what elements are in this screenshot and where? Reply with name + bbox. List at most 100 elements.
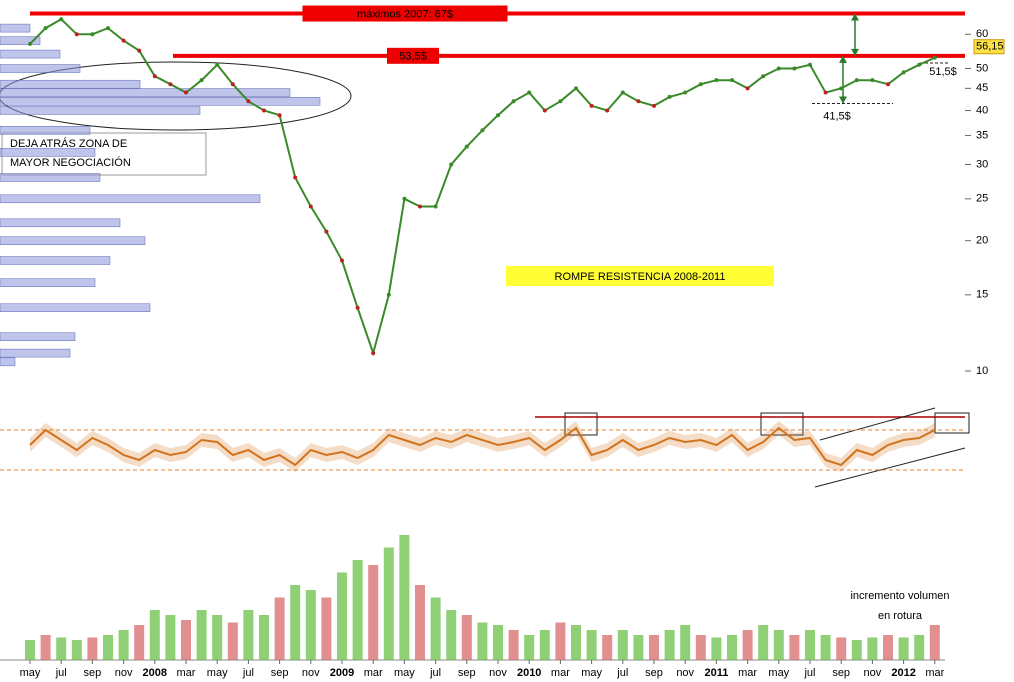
price-point: [43, 26, 48, 31]
volume-bar: [259, 615, 269, 660]
price-point: [901, 70, 906, 75]
price-point: [839, 86, 844, 91]
volume-bar: [493, 625, 503, 660]
note-text: MAYOR NEGOCIACIÓN: [10, 156, 131, 169]
y-tick-label: 10: [976, 365, 988, 377]
y-tick-label: 60: [976, 28, 988, 40]
volume-profile-bar: [0, 88, 291, 97]
x-tick-label: jul: [616, 667, 628, 679]
volume-profile-bar: [0, 303, 151, 313]
x-tick-label: 2009: [330, 667, 354, 679]
x-tick-label: nov: [115, 667, 133, 679]
x-tick-label: may: [768, 667, 789, 679]
x-tick-label: may: [207, 667, 228, 679]
x-tick-label: 2011: [704, 667, 728, 679]
volume-profile-bar: [0, 173, 101, 182]
volume-bar: [836, 637, 847, 660]
volume-bar: [571, 625, 581, 660]
price-point: [589, 103, 594, 108]
price-point: [152, 74, 157, 79]
price-point: [761, 74, 766, 79]
x-tick-label: mar: [925, 667, 944, 679]
x-tick-label: jul: [429, 667, 441, 679]
price-point: [667, 94, 672, 99]
last-price-tag: [973, 39, 1005, 55]
x-tick-label: 2008: [143, 667, 167, 679]
level-label: 41,5$: [823, 110, 851, 122]
osc-band: [30, 421, 935, 472]
price-point: [464, 144, 469, 149]
price-point: [355, 305, 360, 310]
y-tick-label: 25: [976, 193, 988, 205]
price-point: [574, 86, 578, 91]
price-point: [371, 351, 376, 356]
price-point: [168, 82, 173, 87]
price-point: [59, 17, 64, 22]
osc-line: [29, 426, 936, 467]
price-point: [917, 62, 922, 67]
price-point: [74, 32, 79, 37]
volume-bar: [103, 635, 113, 660]
volume-bar: [25, 640, 35, 660]
price-point: [870, 78, 875, 83]
volume-bar: [914, 635, 925, 660]
y-tick-label: 20: [976, 235, 988, 247]
volume-profile-bar: [0, 106, 201, 115]
resistance-label: máximos 2007: 67$: [357, 8, 453, 20]
x-tick-label: nov: [489, 667, 507, 679]
volume-bar: [539, 630, 550, 660]
volume-profile-bar: [0, 194, 261, 204]
price-point: [620, 90, 625, 95]
volume-bar: [227, 622, 238, 660]
x-tick-label: mar: [177, 667, 196, 679]
price-point: [776, 66, 781, 71]
volume-bar: [649, 635, 659, 660]
volume-bar: [368, 565, 379, 660]
price-point: [605, 108, 610, 113]
volume-bar: [461, 615, 472, 660]
y-tick-label: 30: [976, 158, 988, 170]
volume-bar: [633, 635, 644, 660]
price-point: [636, 99, 641, 104]
volume-bar: [56, 637, 67, 660]
price-point: [28, 41, 32, 46]
x-tick-label: jul: [55, 667, 67, 679]
volume-bar: [664, 630, 675, 660]
volume-profile-bar: [0, 36, 41, 45]
y-tick-label: 45: [976, 82, 988, 94]
price-point: [652, 103, 656, 108]
price-point: [230, 82, 235, 87]
zone-ellipse: [0, 61, 352, 131]
volume-bar: [727, 635, 737, 660]
osc-box: [934, 412, 970, 434]
x-tick-label: sep: [84, 667, 102, 679]
volume-profile-bar: [0, 332, 76, 341]
volume-bar: [383, 547, 394, 660]
volume-bar: [711, 637, 722, 660]
volume-profile-bar: [0, 256, 111, 265]
price-point: [293, 175, 298, 180]
volume-bar: [337, 572, 347, 660]
price-point: [542, 108, 547, 113]
x-tick-label: may: [394, 667, 415, 679]
volume-profile-bar: [0, 357, 16, 367]
price-point: [215, 62, 220, 67]
volume-bar: [851, 640, 862, 660]
price-point: [324, 229, 329, 234]
volume-profile-bar: [0, 23, 31, 33]
volume-bar: [290, 585, 301, 660]
note-text: DEJA ATRÁS ZONA DE: [10, 137, 127, 150]
channel-line: [819, 407, 936, 441]
resistance-tag: [387, 47, 439, 64]
volume-note: en rotura: [878, 610, 923, 622]
price-point: [418, 204, 422, 209]
volume-profile-bar: [0, 218, 121, 228]
volume-profile-bar: [0, 236, 146, 245]
price-point: [386, 292, 391, 297]
last-price-label: 56,15: [976, 41, 1004, 53]
channel-line: [814, 447, 966, 488]
price-point: [683, 90, 688, 95]
price-point: [745, 86, 750, 91]
volume-bar: [867, 637, 878, 660]
